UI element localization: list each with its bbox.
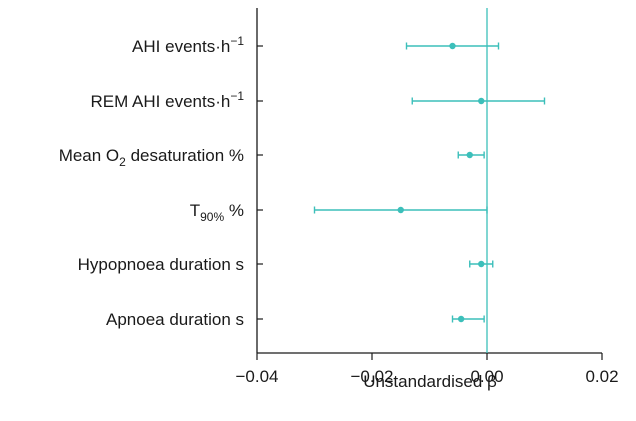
x-axis-label: Unstandardised β	[363, 372, 497, 391]
category-label: Hypopnoea duration s	[78, 255, 244, 274]
x-tick-label: 0.00	[470, 367, 503, 386]
point-estimate	[466, 151, 473, 159]
category-labels: AHI events·h−1 REM AHI events·h−1 Mean O2 …	[59, 34, 245, 329]
category-label: T90% %	[190, 201, 244, 224]
point-estimate	[478, 260, 485, 268]
category-label: Apnoea duration s	[106, 310, 244, 329]
x-tick-label: 0.02	[585, 367, 618, 386]
category-label: REM AHI events·h−1	[90, 89, 244, 111]
x-axis: −0.04 −0.02 0.00 0.02	[235, 352, 619, 386]
category-label: AHI events·h−1	[132, 34, 244, 56]
point-estimate	[449, 42, 456, 50]
point-estimate	[397, 206, 404, 214]
x-tick-label: −0.04	[235, 367, 278, 386]
point-estimate	[457, 315, 465, 323]
plot-marks	[313, 42, 546, 323]
category-label: Mean O2 desaturation %	[59, 146, 244, 169]
y-axis	[256, 8, 263, 353]
point-estimate	[478, 97, 485, 105]
x-tick-label: −0.02	[350, 367, 393, 386]
